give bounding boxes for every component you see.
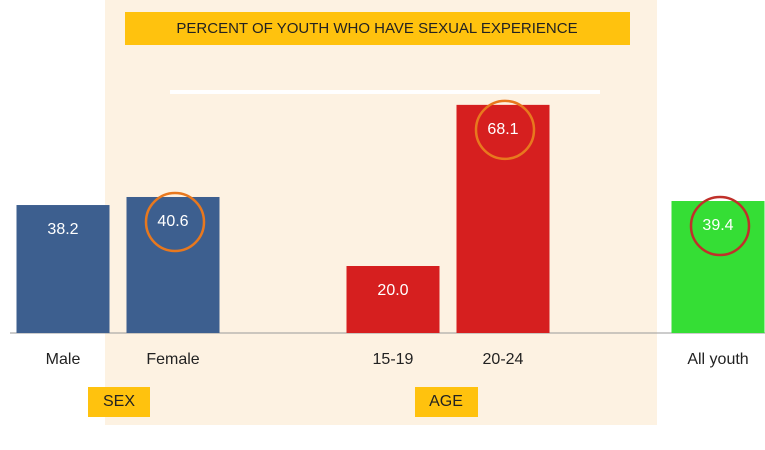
x-tick-label: All youth [687,351,748,368]
annotation: AGE [429,393,463,410]
annotation: SEX [103,393,135,410]
bar [457,105,550,333]
x-tick-label: Female [146,351,199,368]
bar [347,266,440,333]
value-label: 39.4 [702,217,733,234]
x-tick-label: 15-19 [373,351,414,368]
value-label: 20.0 [377,282,408,299]
chart-title: PERCENT OF YOUTH WHO HAVE SEXUAL EXPERIE… [176,20,577,37]
x-tick-label: 20-24 [483,351,524,368]
value-label: 40.6 [157,213,188,230]
value-label: 38.2 [47,221,78,238]
x-tick-label: Male [46,351,81,368]
value-label: 68.1 [487,121,518,138]
chart: PERCENT OF YOUTH WHO HAVE SEXUAL EXPERIE… [0,0,765,450]
